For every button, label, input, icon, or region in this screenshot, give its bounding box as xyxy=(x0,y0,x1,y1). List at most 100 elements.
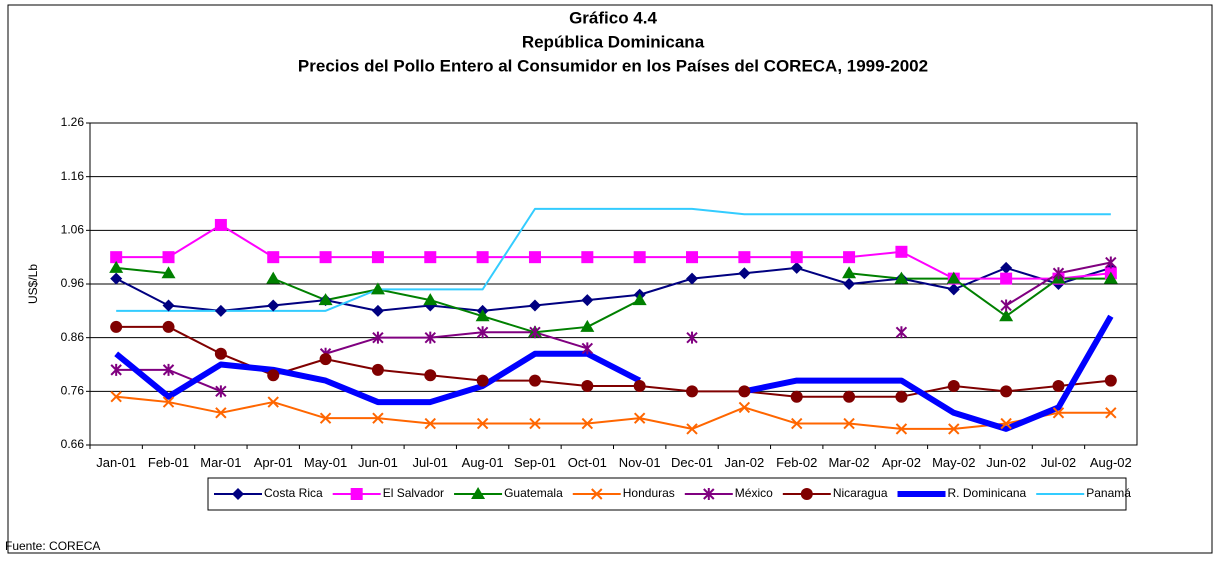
point-marker xyxy=(843,278,856,290)
point-marker xyxy=(790,390,803,403)
y-tick-label: 1.06 xyxy=(61,223,85,237)
point-marker xyxy=(790,261,803,274)
y-tick-label: 0.76 xyxy=(61,384,85,398)
x-tick-label: Jul-01 xyxy=(412,455,448,470)
series-line xyxy=(114,314,1114,432)
x-tick-label-box: Apr-02 xyxy=(881,455,921,470)
point-marker xyxy=(1000,417,1012,430)
point-marker xyxy=(1000,272,1013,285)
source-note: Fuente: CORECA xyxy=(5,539,100,553)
point-marker xyxy=(842,266,857,279)
point-marker xyxy=(686,251,699,264)
point-marker xyxy=(424,369,437,382)
point-marker xyxy=(232,488,244,500)
chart-subtitle: Precios del Pollo Entero al Consumidor e… xyxy=(298,56,928,75)
point-marker xyxy=(162,320,175,333)
x-tick-label: May-01 xyxy=(303,455,348,470)
point-marker xyxy=(162,251,175,264)
point-marker xyxy=(476,374,489,387)
x-tick-label-box: Aug-01 xyxy=(461,455,504,470)
x-tick-label: Sep-01 xyxy=(514,455,556,470)
point-marker xyxy=(843,390,856,403)
x-tick-label-box: Jan-02 xyxy=(725,455,765,470)
point-marker xyxy=(581,342,594,355)
point-marker xyxy=(215,385,227,398)
series-line xyxy=(116,266,1111,334)
point-marker xyxy=(162,363,175,376)
point-marker xyxy=(161,266,176,279)
point-marker xyxy=(267,299,280,312)
x-tick-label: Aug-01 xyxy=(461,455,504,470)
point-marker xyxy=(267,251,280,264)
point-marker xyxy=(947,379,960,392)
point-marker xyxy=(999,309,1014,322)
point-marker xyxy=(581,417,594,430)
x-tick-label-box: May-01 xyxy=(303,455,348,470)
point-marker xyxy=(319,412,332,424)
y-tick-label: 0.96 xyxy=(61,276,85,290)
point-marker xyxy=(1104,374,1117,387)
point-marker xyxy=(1052,379,1065,392)
chart-subtitle: República Dominicana xyxy=(522,32,705,51)
x-tick-label: Jun-02 xyxy=(986,455,1026,470)
legend-label: El Salvador xyxy=(383,486,444,500)
point-marker xyxy=(475,309,490,322)
point-marker xyxy=(110,390,122,403)
point-marker xyxy=(371,304,384,317)
point-marker xyxy=(1000,299,1012,312)
point-marker xyxy=(318,293,333,306)
point-marker xyxy=(476,417,489,430)
legend-label: Panamá xyxy=(1086,486,1131,500)
point-marker xyxy=(738,251,751,264)
point-marker xyxy=(371,251,384,264)
point-marker xyxy=(946,271,961,284)
chart-title: Gráfico 4.4 xyxy=(569,8,657,27)
point-marker xyxy=(214,304,227,317)
point-marker xyxy=(529,326,541,339)
x-tick-label-box: Apr-01 xyxy=(253,455,293,470)
point-marker xyxy=(633,379,646,392)
point-marker xyxy=(895,245,908,258)
point-marker xyxy=(372,412,384,424)
point-marker xyxy=(1052,407,1065,419)
x-tick-label-box: Jun-01 xyxy=(358,455,398,470)
point-marker xyxy=(162,299,175,312)
x-tick-label: Dec-01 xyxy=(671,455,713,470)
legend-label: México xyxy=(735,486,773,500)
point-marker xyxy=(110,363,122,376)
x-tick-label: Jul-02 xyxy=(1040,455,1077,470)
x-tick-label: May-02 xyxy=(932,455,976,470)
x-tick-label-box: Aug-02 xyxy=(1090,455,1132,470)
point-marker xyxy=(528,251,541,264)
point-marker xyxy=(110,320,123,333)
point-marker xyxy=(528,299,541,312)
x-tick-label-box: Dec-01 xyxy=(671,455,713,470)
point-marker xyxy=(476,251,489,264)
point-marker xyxy=(738,401,751,414)
point-marker xyxy=(947,283,960,296)
point-marker xyxy=(424,417,436,430)
point-marker xyxy=(843,251,856,264)
point-marker xyxy=(214,347,227,360)
legend-label: Guatemala xyxy=(504,486,563,500)
point-marker xyxy=(895,390,908,403)
point-marker xyxy=(215,407,227,419)
x-tick-label-box: Oct-01 xyxy=(568,455,607,470)
point-marker xyxy=(110,251,123,264)
point-marker xyxy=(476,326,489,339)
point-marker xyxy=(214,218,227,231)
x-tick-label-box: Jul-02 xyxy=(1040,455,1077,470)
point-marker xyxy=(703,488,715,500)
x-tick-label: Apr-02 xyxy=(881,455,921,470)
point-marker xyxy=(581,379,594,392)
x-tick-label: Apr-01 xyxy=(253,455,293,470)
point-marker xyxy=(372,331,384,344)
point-marker xyxy=(1105,407,1117,419)
point-marker xyxy=(162,396,175,408)
point-marker xyxy=(738,385,751,398)
legend-label: Honduras xyxy=(623,486,675,500)
point-marker xyxy=(319,251,332,264)
point-marker xyxy=(894,271,909,284)
point-marker xyxy=(1052,267,1065,280)
point-marker xyxy=(109,260,124,273)
